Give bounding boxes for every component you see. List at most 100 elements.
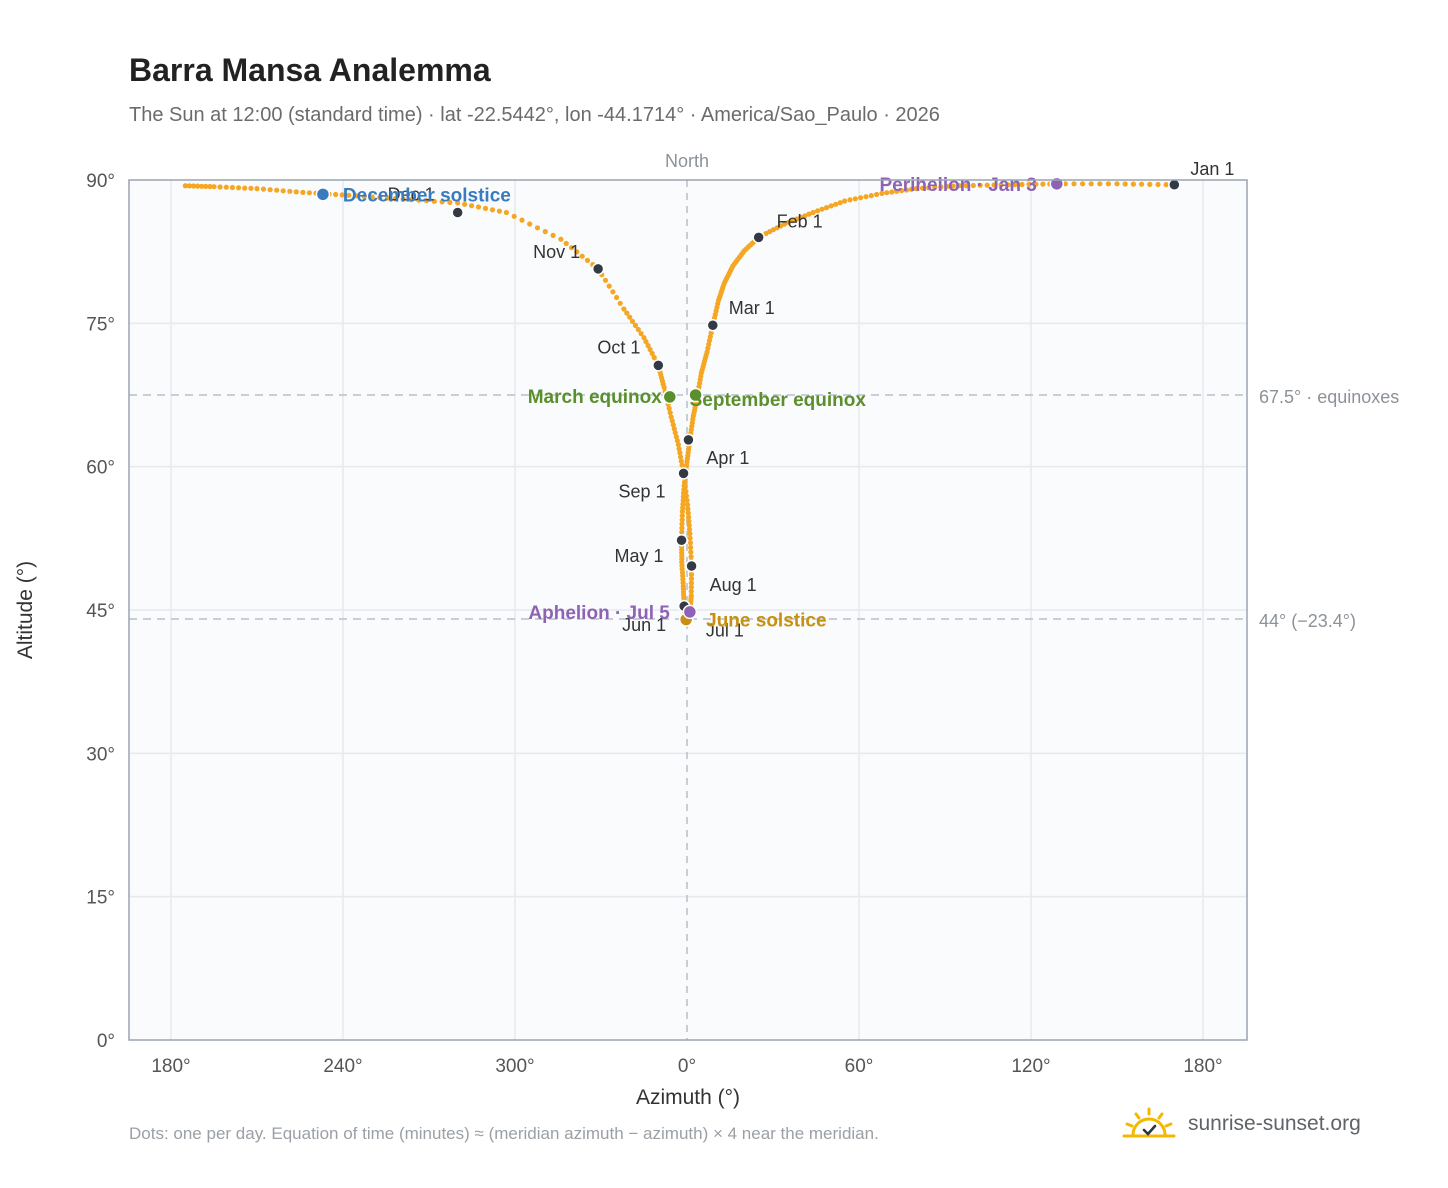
month-marker [652, 359, 665, 372]
day-dot [868, 193, 874, 199]
day-dot [632, 322, 639, 328]
day-dot [680, 501, 686, 507]
day-dot [970, 182, 976, 189]
day-dot [527, 221, 533, 227]
day-dot [236, 185, 242, 191]
month-label: Jun 1 [622, 615, 666, 635]
day-dot [666, 405, 672, 412]
day-dot [908, 186, 915, 192]
month-label: Feb 1 [777, 211, 823, 231]
y-axis-ticks: 0° 15° 30° 45° 60° 75° 90° [86, 171, 115, 1052]
day-dot [400, 196, 406, 202]
day-dot [475, 204, 482, 210]
day-dot [1130, 181, 1136, 187]
day-dot [682, 479, 688, 485]
day-dot [1012, 182, 1018, 188]
day-dot [688, 571, 695, 578]
day-dot [353, 193, 360, 199]
day-dot [280, 188, 286, 194]
day-dot [300, 189, 306, 195]
day-dot [673, 434, 680, 440]
day-dot [242, 185, 248, 191]
day-dot [903, 187, 910, 193]
day-dot [687, 531, 693, 537]
day-dot [672, 430, 678, 436]
day-dot [584, 257, 591, 263]
day-dot [339, 192, 345, 198]
month-label: Dec 1 [388, 184, 435, 204]
day-dot [919, 185, 926, 191]
plot-frame [128, 179, 1248, 1041]
day-dot [574, 249, 580, 255]
day-dot [852, 196, 858, 202]
x-tick-label: 120° [1011, 1056, 1050, 1077]
day-dot [932, 184, 938, 190]
day-dot [679, 462, 685, 468]
day-dot [643, 339, 649, 345]
day-dot [1026, 181, 1032, 187]
day-dot [686, 518, 692, 524]
day-dot [688, 593, 694, 599]
reference-lines: North 67.5° · equinoxes 44° (−23.4°) [129, 151, 1399, 1040]
event-label: Aphelion · Jul 5 [528, 603, 670, 624]
chart-title: Barra Mansa Analemma [129, 52, 491, 88]
day-dot [542, 229, 548, 235]
month-label: Apr 1 [706, 448, 749, 468]
month-marker [675, 533, 688, 547]
day-dot [802, 213, 808, 219]
day-dot [1097, 181, 1103, 187]
day-dot [680, 497, 686, 504]
day-dot [926, 185, 932, 191]
month-marker [706, 318, 720, 332]
day-dot [260, 186, 267, 192]
day-dot [211, 184, 217, 190]
day-dot [369, 194, 375, 200]
day-dot [641, 335, 647, 341]
day-dot [679, 529, 685, 535]
day-dot [688, 584, 695, 590]
brand[interactable]: sunrise-sunset.org [1122, 1104, 1361, 1144]
day-dot [1062, 181, 1068, 187]
x-tick-label: 0° [678, 1056, 696, 1077]
day-dot [688, 576, 695, 582]
event-marker [662, 389, 678, 405]
day-dot [889, 189, 895, 195]
y-tick-label: 0° [97, 1031, 115, 1052]
day-dot [828, 203, 834, 209]
x-axis-title: Azimuth (°) [636, 1086, 740, 1109]
month-marker [685, 559, 698, 573]
day-dot [683, 488, 689, 494]
event-label: Perihelion · Jan 3 [879, 175, 1036, 196]
day-dot [950, 183, 956, 189]
day-dot [685, 506, 691, 512]
day-dot [602, 277, 609, 283]
day-dot [617, 300, 623, 306]
day-dot [606, 283, 612, 289]
day-dot [679, 517, 685, 523]
day-dot [645, 343, 651, 349]
day-dot [963, 183, 969, 189]
day-dot [503, 209, 509, 216]
day-dot [274, 187, 280, 193]
day-dot [346, 192, 352, 198]
day-dot [550, 232, 556, 238]
day-dot [182, 183, 188, 189]
day-dot [667, 410, 673, 416]
day-dot [1005, 182, 1011, 188]
month-label: Sep 1 [619, 481, 666, 501]
month-label: May 1 [615, 546, 664, 566]
day-dot [894, 188, 900, 194]
day-dot [1114, 181, 1120, 187]
day-dot [1040, 181, 1046, 187]
day-dot [469, 203, 475, 209]
month-label: Aug 1 [710, 575, 757, 595]
month-marker [682, 433, 695, 447]
x-tick-label: 240° [323, 1056, 362, 1077]
day-dot [439, 199, 445, 205]
month-label: Mar 1 [729, 298, 775, 318]
day-dot [248, 185, 254, 191]
event-markers: March equinox September equinox December s… [315, 175, 1065, 632]
day-dot [686, 526, 693, 533]
y-tick-label: 90° [86, 171, 115, 192]
